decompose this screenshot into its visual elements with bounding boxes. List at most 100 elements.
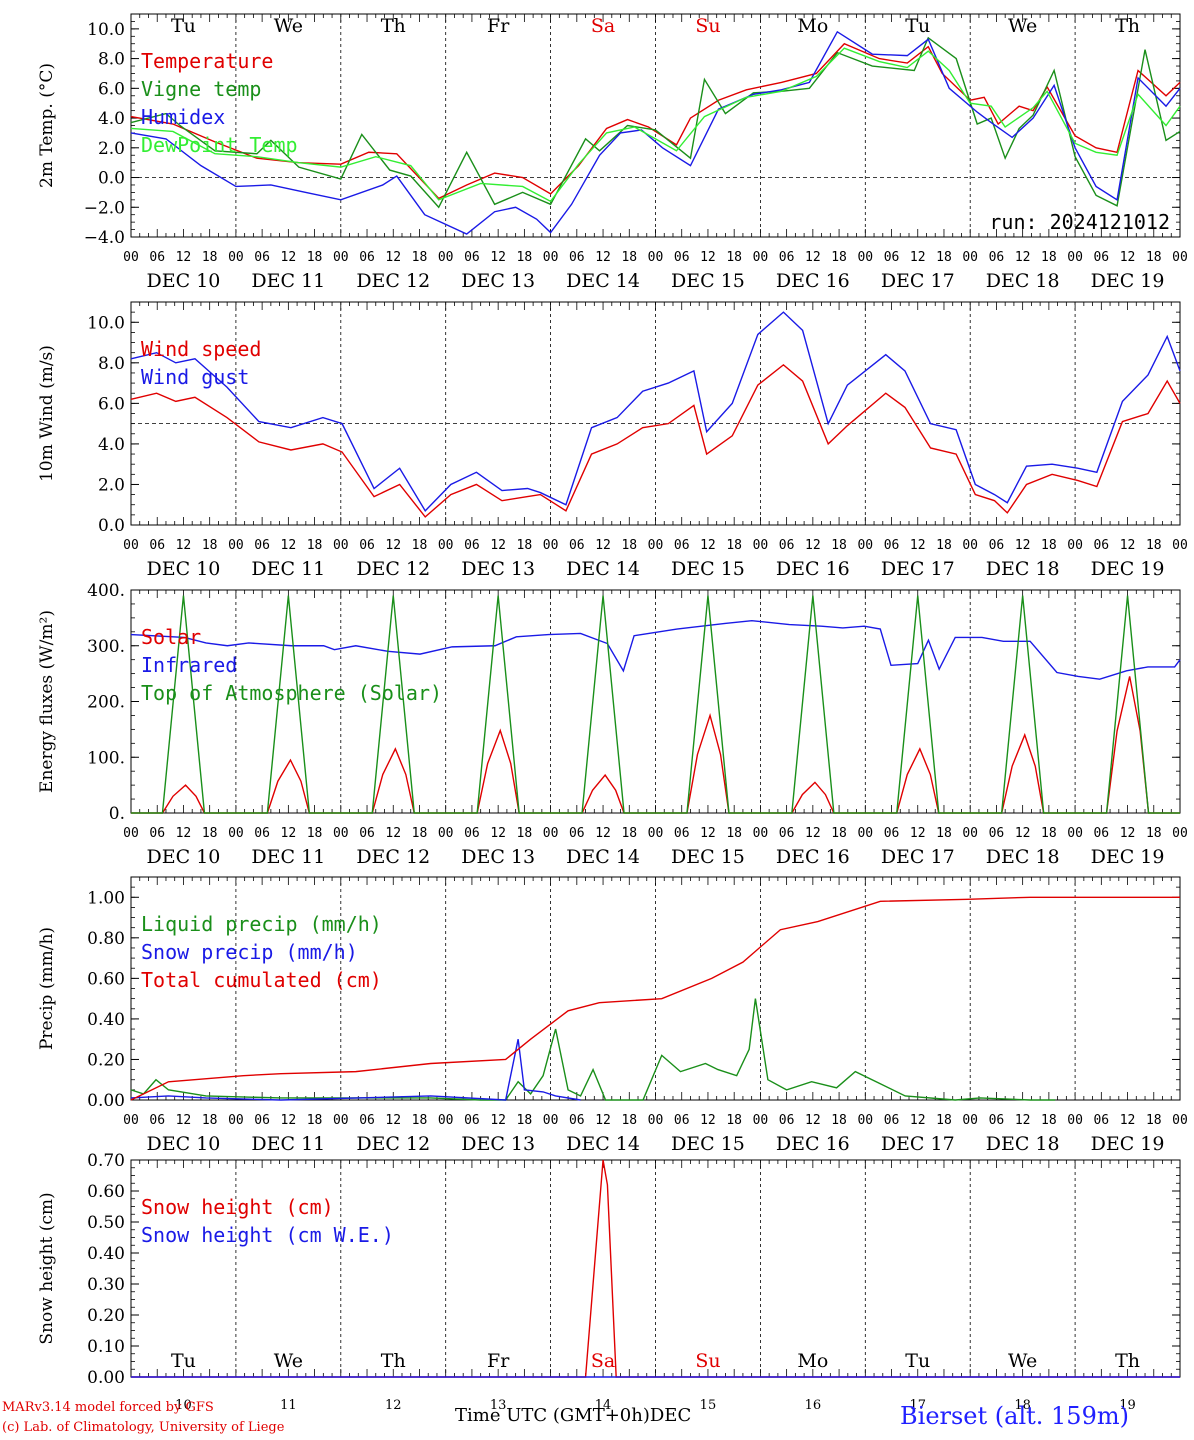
hour-tick-label: 00 xyxy=(962,826,978,841)
hour-tick-label: 00 xyxy=(123,826,139,841)
y-tick-label: 6.0 xyxy=(98,79,125,99)
hour-tick-label: 18 xyxy=(936,250,952,265)
hour-tick-label: 00 xyxy=(753,1113,769,1128)
legend-entry: Snow precip (mm/h) xyxy=(141,940,358,964)
date-label: DEC 19 xyxy=(1091,846,1165,868)
date-label: DEC 12 xyxy=(356,270,430,292)
hour-tick-label: 06 xyxy=(464,826,480,841)
hour-tick-label: 00 xyxy=(1067,250,1083,265)
series-wind-gust xyxy=(130,311,1181,512)
hour-tick-label: 18 xyxy=(1041,250,1057,265)
y-tick-label: 0.40 xyxy=(87,1010,125,1030)
hour-tick-label: 12 xyxy=(910,250,926,265)
legend-entry: Total cumulated (cm) xyxy=(141,968,382,992)
series-wind-speed xyxy=(130,363,1181,518)
date-label: DEC 14 xyxy=(566,1133,640,1155)
y-axis-title: 2m Temp. (°C) xyxy=(37,63,57,188)
hour-tick-label: 12 xyxy=(700,538,716,553)
legend-entry: Wind gust xyxy=(141,365,249,389)
y-axis-title: Precip (mm/h) xyxy=(37,927,57,1050)
date-label: DEC 15 xyxy=(671,1133,745,1155)
y-axis-title: Energy fluxes (W/m²) xyxy=(37,610,57,793)
hour-tick-label: 00 xyxy=(228,250,244,265)
hour-tick-label: 12 xyxy=(1120,1113,1136,1128)
legend-entry: Top of Atmosphere (Solar) xyxy=(141,681,442,705)
hour-tick-label: 12 xyxy=(385,826,401,841)
hour-tick-label: 18 xyxy=(202,826,218,841)
hour-tick-label: 06 xyxy=(779,1113,795,1128)
series-snow-precip-mm-h- xyxy=(130,1039,581,1101)
date-label: DEC 14 xyxy=(566,558,640,580)
date-label: DEC 14 xyxy=(566,846,640,868)
hour-tick-label: 00 xyxy=(648,1113,664,1128)
hour-tick-label: 06 xyxy=(884,538,900,553)
x-axis-month: DEC xyxy=(649,1405,692,1426)
day-number-label: 18 xyxy=(1014,1398,1031,1413)
y-tick-label: 10.0 xyxy=(87,313,125,333)
lab-credit: (c) Lab. of Climatology, University of L… xyxy=(2,1420,285,1435)
hour-tick-label: 06 xyxy=(674,538,690,553)
hour-tick-label: 00 xyxy=(123,538,139,553)
hour-tick-label: 00 xyxy=(857,1113,873,1128)
hour-tick-label: 12 xyxy=(1015,250,1031,265)
weekday-label: Th xyxy=(1115,1350,1140,1372)
hour-tick-label: 06 xyxy=(569,826,585,841)
hour-tick-label: 18 xyxy=(1041,538,1057,553)
weekday-label: Sa xyxy=(591,15,615,37)
hour-tick-label: 12 xyxy=(805,250,821,265)
y-tick-label: 200. xyxy=(87,693,125,713)
hour-tick-label: 12 xyxy=(700,1113,716,1128)
weekday-label: Tu xyxy=(171,1350,196,1372)
date-label: DEC 15 xyxy=(671,270,745,292)
hour-tick-label: 00 xyxy=(543,538,559,553)
weekday-label: Fr xyxy=(487,15,510,37)
hour-tick-label: 06 xyxy=(779,538,795,553)
plot-frame xyxy=(130,301,1181,526)
date-label: DEC 16 xyxy=(776,558,850,580)
hour-tick-label: 12 xyxy=(805,1113,821,1128)
hour-tick-label: 00 xyxy=(543,826,559,841)
hour-tick-label: 00 xyxy=(438,250,454,265)
y-tick-label: 1.00 xyxy=(87,888,125,908)
hour-tick-label: 18 xyxy=(517,826,533,841)
hour-tick-label: 18 xyxy=(202,250,218,265)
hour-tick-label: 18 xyxy=(1146,826,1162,841)
hour-tick-label: 00 xyxy=(962,1113,978,1128)
hour-tick-label: 06 xyxy=(989,1113,1005,1128)
hour-tick-label: 00 xyxy=(753,250,769,265)
hour-tick-label: 18 xyxy=(621,250,637,265)
date-label: DEC 16 xyxy=(776,846,850,868)
series-top-of-atmosphere-solar- xyxy=(131,595,1180,814)
hour-tick-label: 12 xyxy=(385,1113,401,1128)
hour-tick-label: 00 xyxy=(857,250,873,265)
hour-tick-label: 18 xyxy=(202,1113,218,1128)
y-tick-label: 0.60 xyxy=(87,1182,125,1202)
date-label: DEC 10 xyxy=(147,270,221,292)
hour-tick-label: 12 xyxy=(1120,538,1136,553)
y-tick-label: 2.0 xyxy=(98,139,125,159)
weekday-label: Su xyxy=(695,1350,720,1372)
y-tick-label: 0.10 xyxy=(87,1337,125,1357)
hour-tick-label: 06 xyxy=(149,538,165,553)
hour-tick-label: 06 xyxy=(674,250,690,265)
hour-tick-label: 00 xyxy=(753,826,769,841)
weekday-label: Tu xyxy=(905,15,930,37)
series-infrared xyxy=(130,619,1181,680)
weekday-label: Th xyxy=(381,1350,406,1372)
hour-tick-label: 18 xyxy=(936,538,952,553)
hour-tick-label: 12 xyxy=(595,1113,611,1128)
hour-tick-label: 00 xyxy=(123,250,139,265)
hour-tick-label: 12 xyxy=(385,250,401,265)
weekday-label: We xyxy=(274,1350,303,1372)
date-label: DEC 11 xyxy=(251,558,325,580)
hour-tick-label: 12 xyxy=(281,250,297,265)
hour-tick-label: 06 xyxy=(464,1113,480,1128)
date-label: DEC 17 xyxy=(881,270,955,292)
hour-tick-label: 12 xyxy=(1015,1113,1031,1128)
hour-tick-label: 12 xyxy=(595,538,611,553)
y-tick-label: 8.0 xyxy=(98,50,125,70)
date-label: DEC 18 xyxy=(986,558,1060,580)
hour-tick-label: 00 xyxy=(438,826,454,841)
hour-tick-label: 00 xyxy=(857,826,873,841)
